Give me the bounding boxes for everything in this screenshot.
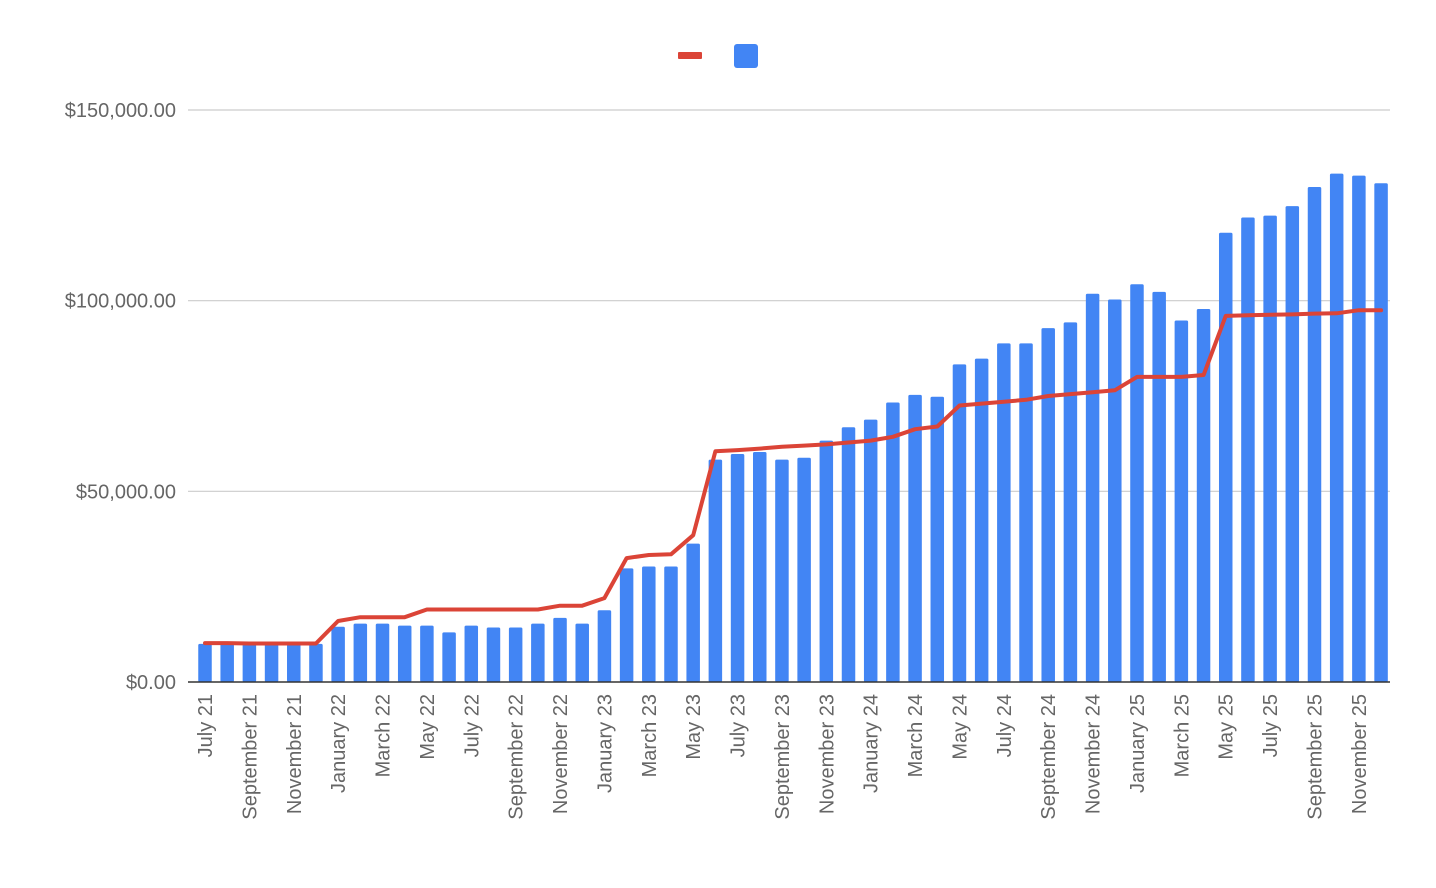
x-tick-label: July 22 <box>461 694 483 757</box>
x-tick-label: May 25 <box>1216 694 1238 760</box>
bar[interactable] <box>331 626 345 682</box>
bar[interactable] <box>264 643 279 682</box>
bar[interactable] <box>775 459 789 682</box>
x-tick-label: May 23 <box>683 694 705 760</box>
bar[interactable] <box>1130 284 1144 682</box>
x-tick-label: July 23 <box>728 694 750 757</box>
bar[interactable] <box>974 358 989 682</box>
x-tick-label: March 24 <box>905 694 927 777</box>
bar[interactable] <box>198 643 212 682</box>
x-axis-ticks: July 21 September 21 November 21 January 22… <box>195 694 1371 820</box>
legend[interactable] <box>678 44 758 68</box>
bar[interactable] <box>309 643 323 682</box>
gridlines <box>188 109 1390 492</box>
bar[interactable] <box>997 343 1011 682</box>
bar[interactable] <box>753 452 767 682</box>
bar[interactable] <box>442 632 456 682</box>
bar[interactable] <box>531 623 545 682</box>
bar[interactable] <box>1152 291 1166 682</box>
legend-line-swatch <box>678 52 702 59</box>
bar-series <box>198 173 1388 682</box>
bar[interactable] <box>597 610 612 682</box>
bar[interactable] <box>1329 173 1344 682</box>
bar[interactable] <box>486 627 501 682</box>
x-tick-label: November 24 <box>1083 694 1105 814</box>
x-tick-label: January 22 <box>328 694 350 793</box>
x-tick-label: January 24 <box>861 694 883 793</box>
bar[interactable] <box>1063 322 1078 682</box>
x-tick-label: September 25 <box>1305 694 1327 820</box>
bar[interactable] <box>730 453 745 682</box>
bar[interactable] <box>863 419 878 682</box>
y-tick-label: $150,000.00 <box>65 100 176 122</box>
bar[interactable] <box>708 459 723 682</box>
y-tick-label: $0.00 <box>126 672 176 694</box>
bar[interactable] <box>1218 232 1233 682</box>
bar[interactable] <box>464 625 479 682</box>
x-tick-label: November 25 <box>1349 694 1371 814</box>
bar[interactable] <box>508 627 523 682</box>
bar[interactable] <box>287 643 301 682</box>
x-tick-label: July 21 <box>195 694 217 757</box>
bar[interactable] <box>1307 187 1322 682</box>
bar[interactable] <box>1352 175 1366 682</box>
bar[interactable] <box>242 643 257 682</box>
bar[interactable] <box>1374 183 1388 682</box>
legend-bar-swatch <box>734 44 758 68</box>
bar[interactable] <box>397 625 412 682</box>
bar[interactable] <box>553 617 567 682</box>
bar[interactable] <box>797 457 811 682</box>
x-tick-label: September 22 <box>506 694 528 820</box>
x-tick-label: July 24 <box>994 694 1016 757</box>
bar[interactable] <box>930 396 945 682</box>
bar[interactable] <box>1241 217 1255 682</box>
bar[interactable] <box>575 623 589 682</box>
bar[interactable] <box>664 566 678 682</box>
x-tick-label: March 22 <box>373 694 395 777</box>
x-tick-label: January 25 <box>1127 694 1149 793</box>
x-tick-label: March 23 <box>639 694 661 777</box>
bar[interactable] <box>908 394 922 682</box>
bar[interactable] <box>420 625 434 682</box>
y-axis-ticks: $0.00 $50,000.00 $100,000.00 $150,000.00 <box>65 100 176 694</box>
line-series <box>203 308 1384 646</box>
bar[interactable] <box>619 568 634 682</box>
x-tick-label: July 25 <box>1260 694 1282 757</box>
x-tick-label: March 25 <box>1171 694 1193 777</box>
x-tick-label: January 23 <box>594 694 616 793</box>
bar[interactable] <box>1174 320 1189 682</box>
y-tick-label: $50,000.00 <box>76 481 176 503</box>
bar[interactable] <box>686 543 700 682</box>
bar[interactable] <box>1019 343 1033 682</box>
bar[interactable] <box>952 364 967 682</box>
bar[interactable] <box>1085 293 1100 682</box>
bar[interactable] <box>1196 309 1211 682</box>
bar[interactable] <box>819 440 834 682</box>
bar[interactable] <box>375 623 390 682</box>
x-tick-label: May 22 <box>417 694 439 760</box>
x-tick-label: November 21 <box>284 694 306 814</box>
bar[interactable] <box>1263 215 1277 682</box>
x-tick-label: September 23 <box>772 694 794 820</box>
x-tick-label: September 21 <box>239 694 261 820</box>
y-tick-label: $100,000.00 <box>65 291 176 313</box>
bar[interactable] <box>841 427 856 682</box>
bar[interactable] <box>886 402 900 682</box>
x-tick-label: November 22 <box>550 694 572 814</box>
x-tick-label: November 23 <box>816 694 838 814</box>
bar[interactable] <box>1285 206 1300 682</box>
bar[interactable] <box>353 623 368 682</box>
bar[interactable] <box>220 643 234 682</box>
bar[interactable] <box>1108 299 1122 682</box>
x-tick-label: September 24 <box>1038 694 1060 820</box>
x-tick-label: May 24 <box>949 694 971 760</box>
bar[interactable] <box>1041 328 1055 682</box>
bar[interactable] <box>642 566 656 682</box>
